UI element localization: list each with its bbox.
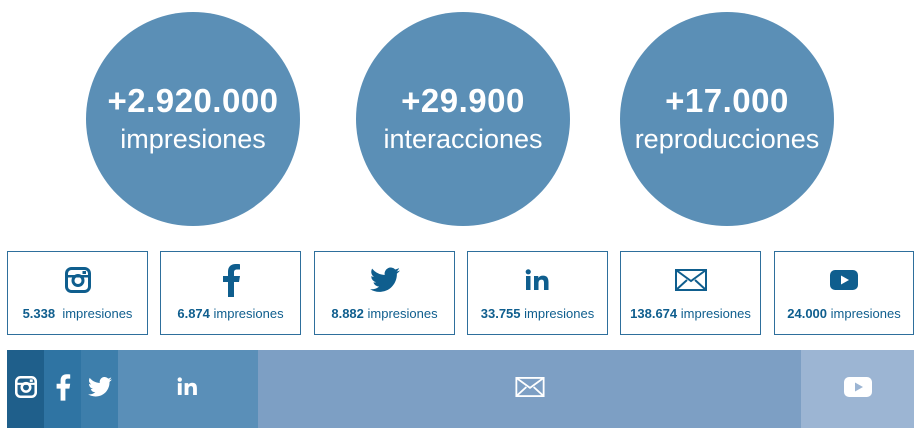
summary-circle-interactions: +29.900 interacciones <box>356 12 570 226</box>
summary-value: +17.000 <box>665 82 789 119</box>
card-youtube: 24.000 impresiones <box>774 251 914 335</box>
card-label: impresiones <box>830 306 901 321</box>
linkedin-icon <box>177 377 199 401</box>
card-facebook: 6.874 impresiones <box>160 251 301 335</box>
card-text: 33.755 impresiones <box>481 306 594 321</box>
card-label: impresiones <box>367 306 438 321</box>
mail-icon <box>514 376 545 402</box>
card-value: 8.882 <box>331 306 364 321</box>
card-text: 6.874 impresiones <box>177 306 283 321</box>
youtube-icon <box>830 260 858 300</box>
card-instagram: 5.338 impresiones <box>7 251 148 335</box>
card-mail: 138.674 impresiones <box>620 251 761 335</box>
instagram-icon <box>64 260 91 300</box>
facebook-icon <box>221 260 241 300</box>
share-segment-twitter <box>81 350 118 428</box>
share-segment-facebook <box>44 350 81 428</box>
summary-label: impresiones <box>120 124 266 154</box>
share-segment-linkedin <box>118 350 258 428</box>
share-segment-youtube <box>801 350 914 428</box>
summary-circle-impressions: +2.920.000 impresiones <box>86 12 300 226</box>
card-text: 8.882 impresiones <box>331 306 437 321</box>
card-value: 24.000 <box>787 306 828 321</box>
card-label: impresiones <box>524 306 595 321</box>
twitter-icon <box>87 376 112 402</box>
mail-icon <box>674 260 707 300</box>
share-bar <box>7 350 914 428</box>
card-text: 24.000 impresiones <box>787 306 900 321</box>
summary-value: +2.920.000 <box>107 82 279 119</box>
youtube-icon <box>843 376 872 402</box>
card-value: 138.674 <box>630 306 678 321</box>
linkedin-icon <box>525 260 551 300</box>
card-text: 138.674 impresiones <box>630 306 751 321</box>
twitter-icon <box>369 260 400 300</box>
card-text: 5.338 impresiones <box>23 306 133 321</box>
card-label: impresiones <box>680 306 751 321</box>
summary-label: reproducciones <box>634 124 820 154</box>
summary-value: +29.900 <box>401 82 525 119</box>
instagram-icon <box>14 375 37 403</box>
summary-circle-views: +17.000 reproducciones <box>620 12 834 226</box>
share-segment-mail <box>258 350 801 428</box>
card-value: 6.874 <box>177 306 210 321</box>
card-value: 5.338 <box>22 306 56 321</box>
card-label: impresiones <box>62 306 133 321</box>
facebook-icon <box>55 373 71 406</box>
share-segment-instagram <box>7 350 44 428</box>
card-twitter: 8.882 impresiones <box>314 251 455 335</box>
summary-label: interacciones <box>383 124 543 154</box>
card-linkedin: 33.755 impresiones <box>467 251 608 335</box>
card-value: 33.755 <box>480 306 521 321</box>
card-label: impresiones <box>213 306 284 321</box>
